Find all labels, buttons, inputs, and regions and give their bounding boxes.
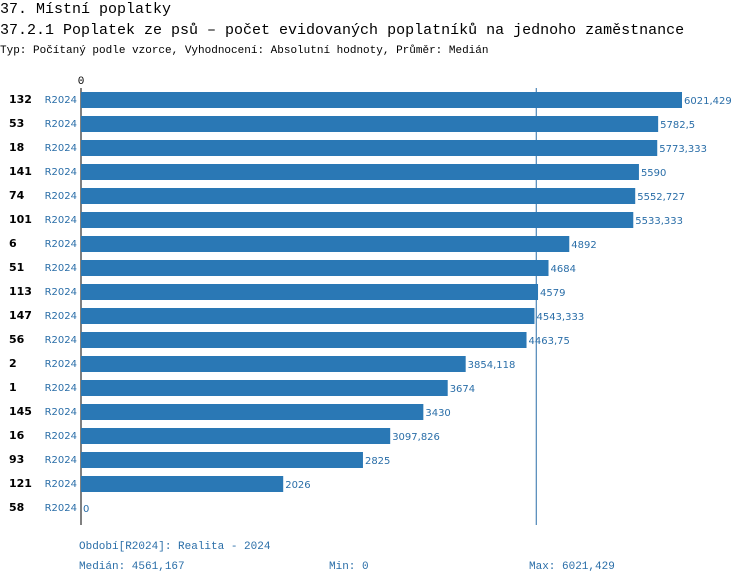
bar [81, 476, 284, 492]
value-label: 0 [83, 504, 89, 515]
footer-period: Období[R2024]: Realita - 2024 [79, 541, 271, 553]
period-label: R2024 [45, 503, 77, 514]
bar [81, 188, 636, 204]
value-label: 5782,5 [660, 120, 695, 131]
bar [81, 140, 658, 156]
row-id: 147 [9, 309, 32, 322]
row-id: 132 [9, 93, 32, 106]
period-label: R2024 [45, 119, 77, 130]
row-id: 141 [9, 165, 32, 178]
period-label: R2024 [45, 191, 77, 202]
value-label: 4579 [540, 288, 565, 299]
footer-max: Max: 6021,429 [529, 561, 615, 573]
bar [81, 380, 448, 396]
period-label: R2024 [45, 431, 77, 442]
row-id: 113 [9, 285, 32, 298]
bar [81, 164, 639, 180]
bar [81, 284, 539, 300]
row-id: 2 [9, 357, 17, 370]
heading: 37. Místní poplatky [0, 1, 171, 18]
bar [81, 92, 682, 108]
row-id: 18 [9, 141, 24, 154]
row-id: 51 [9, 261, 24, 274]
period-label: R2024 [45, 479, 77, 490]
bar [81, 332, 527, 348]
bar [81, 356, 466, 372]
period-label: R2024 [45, 287, 77, 298]
footer-median: Medián: 4561,167 [79, 561, 185, 573]
bar [81, 404, 424, 420]
period-label: R2024 [45, 383, 77, 394]
row-id: 1 [9, 381, 17, 394]
period-label: R2024 [45, 143, 77, 154]
period-label: R2024 [45, 359, 77, 370]
chart-title: 37.2.1 Poplatek ze psů – počet evidovaný… [0, 22, 684, 39]
row-id: 74 [9, 189, 25, 202]
period-label: R2024 [45, 239, 77, 250]
row-id: 6 [9, 237, 17, 250]
subtitle: Typ: Počítaný podle vzorce, Vyhodnocení:… [0, 44, 488, 57]
period-label: R2024 [45, 455, 77, 466]
period-label: R2024 [45, 335, 77, 346]
bar [81, 260, 549, 276]
value-label: 3854,118 [468, 360, 516, 371]
period-label: R2024 [45, 167, 77, 178]
value-label: 3674 [450, 384, 475, 395]
row-id: 58 [9, 501, 24, 514]
row-id: 101 [9, 213, 32, 226]
value-label: 3097,826 [392, 432, 440, 443]
value-label: 4684 [551, 264, 576, 275]
value-label: 6021,429 [684, 96, 732, 107]
period-label: R2024 [45, 263, 77, 274]
bar [81, 212, 634, 228]
value-label: 5533,333 [635, 216, 683, 227]
row-id: 121 [9, 477, 32, 490]
x-tick-label: 0 [78, 76, 85, 88]
value-label: 2825 [365, 456, 390, 467]
row-id: 16 [9, 429, 25, 442]
bar [81, 428, 391, 444]
row-id: 56 [9, 333, 25, 346]
bar [81, 308, 535, 324]
bar [81, 236, 570, 252]
bar [81, 452, 363, 468]
period-label: R2024 [45, 95, 77, 106]
value-label: 5552,727 [637, 192, 685, 203]
period-label: R2024 [45, 407, 77, 418]
value-label: 4892 [571, 240, 596, 251]
period-label: R2024 [45, 311, 77, 322]
value-label: 3430 [425, 408, 450, 419]
row-id: 53 [9, 117, 24, 130]
value-label: 4463,75 [529, 336, 570, 347]
bar [81, 116, 659, 132]
value-label: 2026 [285, 480, 310, 491]
row-id: 145 [9, 405, 32, 418]
value-label: 4543,333 [536, 312, 584, 323]
row-id: 93 [9, 453, 24, 466]
footer-min: Min: 0 [329, 561, 369, 573]
value-label: 5773,333 [659, 144, 707, 155]
value-label: 5590 [641, 168, 666, 179]
period-label: R2024 [45, 215, 77, 226]
